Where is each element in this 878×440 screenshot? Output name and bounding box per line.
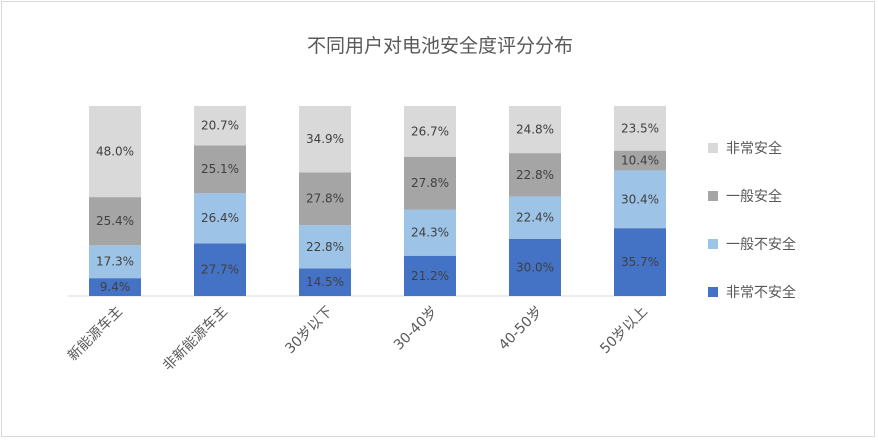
bar-segment xyxy=(194,145,246,194)
bar-segment xyxy=(404,209,456,256)
bar-segment xyxy=(89,278,141,296)
bar-segment xyxy=(299,268,351,296)
legend-swatch xyxy=(708,143,718,153)
bar-segment xyxy=(404,255,456,296)
x-tick-label: 30岁以下 xyxy=(282,304,336,358)
bar-segment xyxy=(299,172,351,226)
legend-swatch xyxy=(708,239,718,249)
x-tick-label: 40-50岁 xyxy=(496,304,546,354)
bar-segment xyxy=(404,106,456,157)
data-label: 24.8% xyxy=(516,123,554,137)
data-label: 48.0% xyxy=(96,145,134,159)
bar-segment xyxy=(194,243,246,296)
legend-swatch xyxy=(708,191,718,201)
data-label: 9.4% xyxy=(100,280,131,294)
bars-group: 9.4% 17.3% 25.4% 48.0% 27.7% 26.4% 25.1% 20.7% 1… xyxy=(89,106,666,296)
data-label: 30.0% xyxy=(516,261,554,275)
x-tick-label: 新能源车主 xyxy=(64,303,126,365)
data-label: 34.9% xyxy=(306,132,344,146)
bar-segment xyxy=(614,150,666,171)
data-label: 22.4% xyxy=(516,211,554,225)
data-label: 22.8% xyxy=(516,168,554,182)
data-label: 30.4% xyxy=(621,192,659,206)
bar-segment xyxy=(299,225,351,269)
data-label: 22.8% xyxy=(306,240,344,254)
bar-segment xyxy=(509,153,561,197)
data-label: 21.2% xyxy=(411,269,449,283)
bar-segment xyxy=(509,106,561,154)
bar-segment xyxy=(614,228,666,296)
data-label: 27.8% xyxy=(411,176,449,190)
legend-label: 一般不安全 xyxy=(726,236,796,253)
bar-segment xyxy=(614,170,666,229)
data-label: 25.1% xyxy=(201,162,239,176)
chart-title: 不同用户对电池安全度评分分布 xyxy=(307,35,573,57)
bar-segment xyxy=(89,245,141,279)
bar-segment xyxy=(89,106,141,198)
bar-segment xyxy=(509,196,561,239)
bar-segment xyxy=(194,106,246,146)
x-tick-label: 非新能源车主 xyxy=(159,303,230,374)
data-label: 27.7% xyxy=(201,263,239,277)
bar-segment xyxy=(194,193,246,244)
bar-segment xyxy=(299,106,351,173)
x-tick-label: 50岁以上 xyxy=(597,304,651,358)
data-label: 25.4% xyxy=(96,214,134,228)
legend-label: 非常安全 xyxy=(726,140,782,157)
bar-segment xyxy=(509,239,561,296)
data-label: 26.7% xyxy=(411,124,449,138)
data-label: 27.8% xyxy=(306,192,344,206)
bar-segment xyxy=(404,156,456,210)
bar-segment xyxy=(89,197,141,246)
data-label: 14.5% xyxy=(306,275,344,289)
data-label: 23.5% xyxy=(621,121,659,135)
data-label: 35.7% xyxy=(621,255,659,269)
legend-label: 非常不安全 xyxy=(726,284,796,301)
x-tick-label: 30-40岁 xyxy=(391,304,441,354)
data-label: 20.7% xyxy=(201,119,239,133)
data-label: 24.3% xyxy=(411,226,449,240)
legend-label: 一般安全 xyxy=(726,188,782,205)
legend-swatch xyxy=(708,287,718,297)
bar-segment xyxy=(614,106,666,151)
data-label: 10.4% xyxy=(621,154,659,168)
x-axis-labels: 新能源车主 非新能源车主 30岁以下 30-40岁 40-50岁 50岁以上 xyxy=(64,303,651,374)
data-label: 26.4% xyxy=(201,211,239,225)
data-label: 17.3% xyxy=(96,255,134,269)
